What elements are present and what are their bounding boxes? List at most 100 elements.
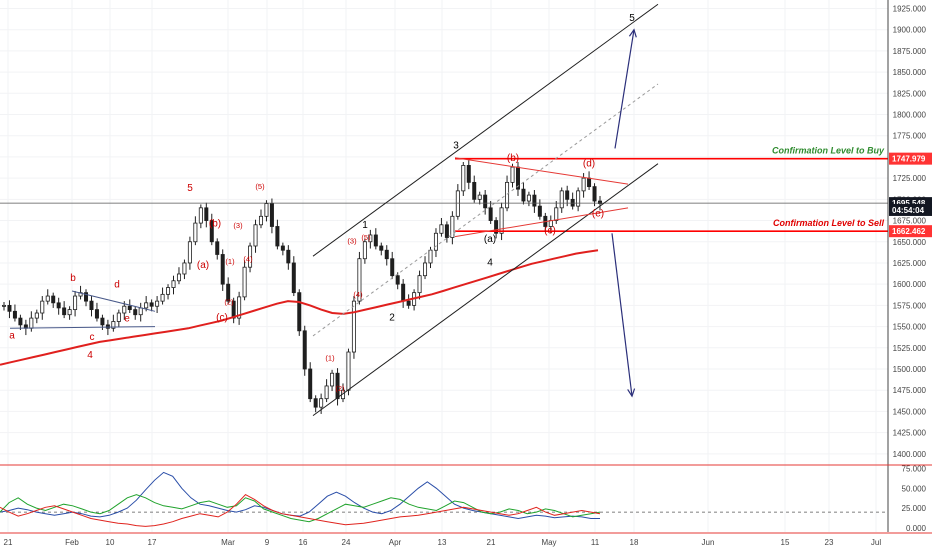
wave-label: a xyxy=(9,330,15,341)
time-tick-label: 21 xyxy=(4,538,13,547)
candle-body xyxy=(67,309,72,316)
candle-body xyxy=(297,292,302,332)
candle-body xyxy=(56,302,61,309)
candle-body xyxy=(324,385,329,400)
candle-body xyxy=(89,300,94,311)
candle-body xyxy=(12,310,17,319)
time-tick-label: Jun xyxy=(702,538,715,547)
candle-body xyxy=(182,262,187,275)
wave-label: (5) xyxy=(255,182,265,191)
candle-body xyxy=(18,317,23,326)
candle-body xyxy=(592,186,597,202)
candle-body xyxy=(576,190,581,207)
candle-body xyxy=(176,273,181,282)
price-tag-box xyxy=(889,152,932,165)
candle-body xyxy=(444,224,449,238)
price-tick-label: 1500.000 xyxy=(893,365,927,374)
time-tick-label: 16 xyxy=(299,538,308,547)
wave-label: 5 xyxy=(187,183,193,194)
price-tick-label: 1675.000 xyxy=(893,217,927,226)
candle-body xyxy=(526,194,531,202)
wave-label: (b) xyxy=(507,153,519,164)
wave-label: 4 xyxy=(487,258,493,269)
candle-body xyxy=(521,188,526,202)
candle-body xyxy=(34,312,39,319)
wave-label: 5 xyxy=(629,13,635,24)
osc-tick-label: 25.000 xyxy=(902,504,927,513)
time-tick-label: 13 xyxy=(438,538,447,547)
wave-label: (d) xyxy=(583,158,595,169)
candle-body xyxy=(116,312,121,322)
candle-body xyxy=(264,203,269,217)
candle-body xyxy=(111,321,116,329)
candle-body xyxy=(505,181,510,209)
price-tick-label: 1625.000 xyxy=(893,259,927,268)
candle-body xyxy=(319,398,324,408)
candle-body xyxy=(171,280,176,288)
channel-midline xyxy=(312,83,659,337)
candle-body xyxy=(428,249,433,264)
price-tag-label: 04:54:04 xyxy=(892,206,925,215)
candle-body xyxy=(302,330,307,370)
candle-body xyxy=(253,224,258,247)
wave-label: b xyxy=(70,273,76,284)
wave-label: (4) xyxy=(353,290,363,299)
osc-tick-label: 75.000 xyxy=(902,464,927,473)
time-tick-label: 10 xyxy=(106,538,115,547)
osc-tick-label: 0.000 xyxy=(906,524,927,533)
candle-body xyxy=(166,287,171,295)
candle-body xyxy=(73,295,78,311)
triangle-line xyxy=(454,157,629,185)
time-tick-label: 9 xyxy=(265,538,270,547)
time-tick-label: 24 xyxy=(342,538,351,547)
candle-body xyxy=(351,300,356,353)
candle-body xyxy=(100,317,105,326)
candle-body xyxy=(395,275,400,285)
candle-body xyxy=(138,307,143,316)
candle-body xyxy=(280,245,285,251)
wave-label: (3) xyxy=(347,236,357,245)
candle-body xyxy=(160,293,165,302)
candle-body xyxy=(308,368,313,400)
candle-body xyxy=(510,166,515,183)
candle-body xyxy=(198,207,203,224)
wave-label: (c) xyxy=(544,225,556,236)
candle-body xyxy=(559,190,564,209)
time-tick-label: 17 xyxy=(148,538,157,547)
candle-body xyxy=(62,307,67,316)
candle-body xyxy=(51,295,56,304)
price-tick-label: 1875.000 xyxy=(893,47,927,56)
candle-body xyxy=(40,300,45,314)
candle-body xyxy=(390,258,395,277)
candle-body xyxy=(231,300,236,319)
wave-label: (c) xyxy=(216,313,228,324)
price-tick-label: 1450.000 xyxy=(893,407,927,416)
candle-body xyxy=(565,190,570,200)
candle-body xyxy=(220,254,225,285)
candle-body xyxy=(499,207,504,234)
moving-average-line xyxy=(0,249,599,366)
candle-body xyxy=(598,200,603,204)
price-tick-label: 1775.000 xyxy=(893,132,927,141)
small-triangle-line xyxy=(71,290,156,312)
candle-body xyxy=(2,304,7,307)
time-tick-label: Jul xyxy=(871,538,881,547)
wave-label: (2) xyxy=(335,384,345,393)
candle-body xyxy=(450,215,455,238)
time-tick-label: Feb xyxy=(65,538,79,547)
candle-body xyxy=(215,241,220,255)
candle-body xyxy=(237,296,242,319)
candle-body xyxy=(570,198,575,207)
candle-body xyxy=(362,241,367,260)
candle-body xyxy=(122,305,127,314)
candle-body xyxy=(373,234,378,247)
candle-body xyxy=(29,317,34,329)
price-tick-label: 1650.000 xyxy=(893,238,927,247)
projection-arrow xyxy=(614,29,635,149)
wave-label: e xyxy=(124,313,130,324)
candle-body xyxy=(155,300,160,307)
candle-body xyxy=(105,324,110,329)
price-tick-label: 1600.000 xyxy=(893,280,927,289)
candle-body xyxy=(587,177,592,188)
candle-body xyxy=(368,234,373,243)
